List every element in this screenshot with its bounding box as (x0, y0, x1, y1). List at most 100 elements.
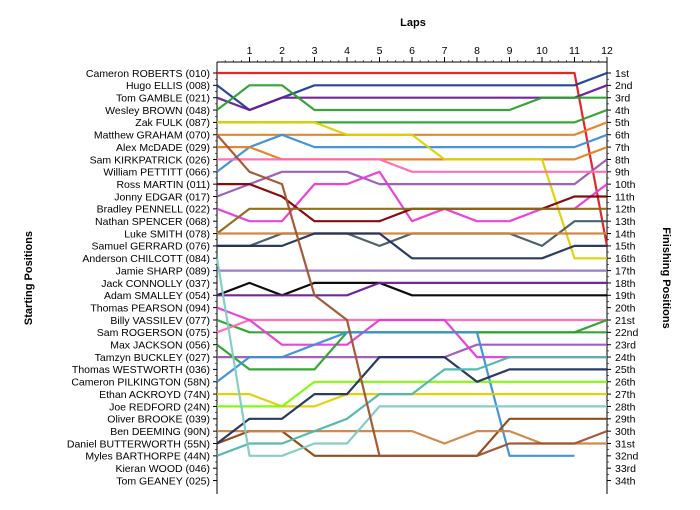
finish-label: 8th (615, 154, 630, 166)
finish-label: 33rd (615, 463, 636, 475)
driver-label: Hugo ELLIS (008) (126, 80, 210, 92)
series-line (217, 158, 607, 173)
driver-label: Sam ROGERSON (075) (97, 327, 210, 339)
series-line (216, 281, 607, 297)
driver-label: Jonny EDGAR (017) (114, 191, 210, 203)
x-tick-label: 11 (569, 45, 580, 57)
finish-label: 23rd (615, 340, 636, 352)
driver-label: Alex McDADE (029) (116, 142, 210, 154)
series-lines (215, 71, 609, 457)
series-line (217, 108, 608, 124)
finish-label: 16th (615, 253, 636, 265)
driver-label: Cameron PILKINGTON (58N) (71, 377, 210, 389)
series-line (216, 318, 607, 334)
finish-label: 31st (615, 438, 635, 450)
finish-label: 3rd (615, 93, 630, 105)
x-tick-label: 5 (377, 45, 383, 57)
finish-label: 24th (615, 352, 636, 364)
series-line (216, 133, 608, 173)
series-line (216, 158, 608, 198)
driver-label: Bradley PENNELL (022) (97, 204, 210, 216)
finish-label: 1st (615, 68, 629, 80)
finish-label: 15th (615, 241, 636, 253)
series-line (216, 84, 607, 112)
series-line (216, 207, 607, 235)
driver-label: Ben DEEMING (90N) (110, 426, 210, 438)
finish-label: 11th (615, 191, 635, 203)
x-tick-label: 12 (601, 45, 613, 57)
x-tick-label: 6 (409, 45, 415, 57)
finish-label: 19th (615, 290, 636, 302)
driver-label: Max JACKSON (056) (110, 340, 210, 352)
series-line (216, 356, 607, 445)
series-line (217, 430, 607, 445)
x-axis-title: Laps (400, 17, 426, 29)
driver-label: William PETTITT (066) (103, 167, 210, 179)
driver-label: Cameron ROBERTS (010) (86, 68, 210, 80)
series-line (216, 71, 608, 112)
series-line (217, 183, 607, 223)
driver-label: Kieran WOOD (046) (115, 463, 210, 475)
driver-label: Wesley BROWN (048) (105, 105, 210, 117)
finish-label: 13th (615, 216, 636, 228)
series-line (216, 331, 575, 457)
series-line (217, 343, 607, 359)
x-tick-label: 7 (442, 45, 448, 57)
series-line (217, 393, 607, 408)
finish-label: 14th (615, 228, 636, 240)
driver-label: Myles BARTHORPE (44N) (85, 451, 210, 463)
x-tick-label: 2 (279, 45, 285, 57)
driver-label: Ross MARTIN (011) (116, 179, 210, 191)
driver-label: Tom GAMBLE (021) (116, 93, 210, 105)
finish-label: 5th (615, 117, 630, 129)
series-line (216, 417, 607, 457)
series-line (217, 71, 609, 247)
finish-label: 12th (615, 204, 636, 216)
finish-label: 34th (615, 475, 636, 487)
driver-label: Tom GEANEY (025) (116, 475, 210, 487)
x-tick-label: 8 (474, 45, 480, 57)
series-line (217, 146, 608, 161)
x-tick-label: 10 (536, 45, 548, 57)
driver-label: Joe REDFORD (24N) (109, 401, 210, 413)
driver-label: Ethan ACKROYD (74N) (99, 389, 210, 401)
finish-label: 26th (615, 377, 636, 389)
finish-label: 6th (615, 130, 630, 142)
series-line (217, 380, 607, 408)
finish-label: 22nd (615, 327, 639, 339)
driver-label: Adam SMALLEY (054) (104, 290, 210, 302)
driver-label: Tamzyn BUCKLEY (027) (95, 352, 210, 364)
driver-label: Jamie SHARP (089) (116, 265, 210, 277)
driver-label: Luke SMITH (078) (124, 228, 210, 240)
finish-label: 18th (615, 278, 636, 290)
finish-label: 32nd (615, 451, 639, 463)
finish-label: 29th (615, 414, 636, 426)
y-axis-title-right: Finishing Positions (660, 227, 672, 328)
finish-label: 27th (615, 389, 636, 401)
y-axis-title-left: Starting Positions (23, 231, 35, 325)
finish-label: 4th (615, 105, 630, 117)
series-line (216, 356, 607, 457)
driver-label: Daniel BUTTERWORTH (55N) (67, 438, 210, 450)
driver-label: Matthew GRAHAM (070) (94, 130, 210, 142)
series-line (217, 121, 608, 136)
series-line (216, 318, 607, 334)
finish-label: 17th (615, 265, 636, 277)
finish-label: 30th (615, 426, 636, 438)
finish-label: 20th (615, 302, 636, 314)
x-tick-label: 4 (344, 45, 350, 57)
driver-label: Thomas WESTWORTH (036) (72, 364, 210, 376)
finish-label: 2nd (615, 80, 633, 92)
finish-label: 21st (615, 315, 635, 327)
x-tick-label: 3 (312, 45, 318, 57)
driver-label: Anderson CHILCOTT (084) (82, 253, 210, 265)
driver-label: Sam KIRKPATRICK (026) (90, 154, 210, 166)
finish-label: 10th (615, 179, 636, 191)
driver-label: Oliver BROOKE (039) (107, 414, 210, 426)
x-tick-label: 1 (247, 45, 253, 57)
driver-label: Jack CONNOLLY (037) (101, 278, 210, 290)
series-line (217, 121, 607, 260)
x-tick-label: 9 (507, 45, 513, 57)
